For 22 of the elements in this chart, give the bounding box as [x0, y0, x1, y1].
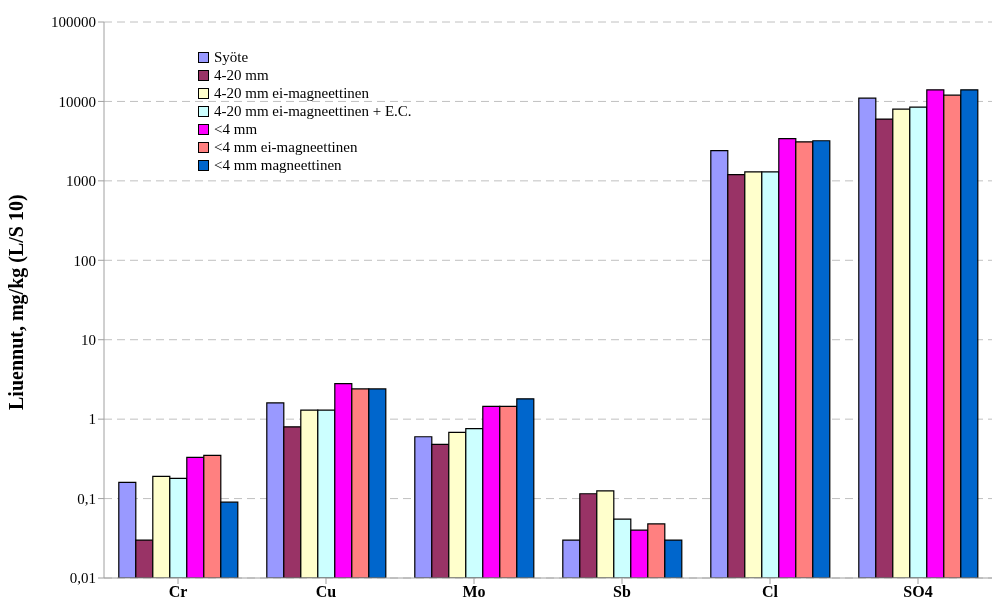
x-tick-label: Cl [762, 583, 779, 601]
x-tick-label: SO4 [903, 583, 933, 601]
y-tick-label: 100 [73, 252, 96, 269]
x-tick-label: Sb [613, 583, 631, 601]
x-tick-label: Mo [462, 583, 486, 601]
legend-label: 4-20 mm ei-magneettinen + E.C. [214, 102, 412, 120]
y-tick-label: 10 [81, 332, 96, 349]
y-tick-label: 1 [88, 411, 96, 428]
y-tick-label: 100000 [51, 14, 96, 31]
x-tick-label: Cr [168, 583, 188, 601]
legend-label: <4 mm [214, 120, 258, 138]
x-tick-label: Cu [315, 583, 337, 601]
y-axis-title: Liuennut, mg/kg (L/S 10) [5, 194, 29, 410]
legend-label: 4-20 mm [214, 66, 269, 84]
y-tick-label: 10000 [58, 93, 96, 110]
legend-label: <4 mm magneettinen [214, 156, 342, 174]
y-tick-label: 1000 [66, 173, 96, 190]
legend-label: 4-20 mm ei-magneettinen [214, 84, 369, 102]
legend-label: Syöte [214, 48, 249, 66]
legend-label: <4 mm ei-magneettinen [214, 138, 358, 156]
y-tick-label: 0,01 [69, 570, 96, 587]
y-tick-label: 0,1 [77, 490, 96, 507]
